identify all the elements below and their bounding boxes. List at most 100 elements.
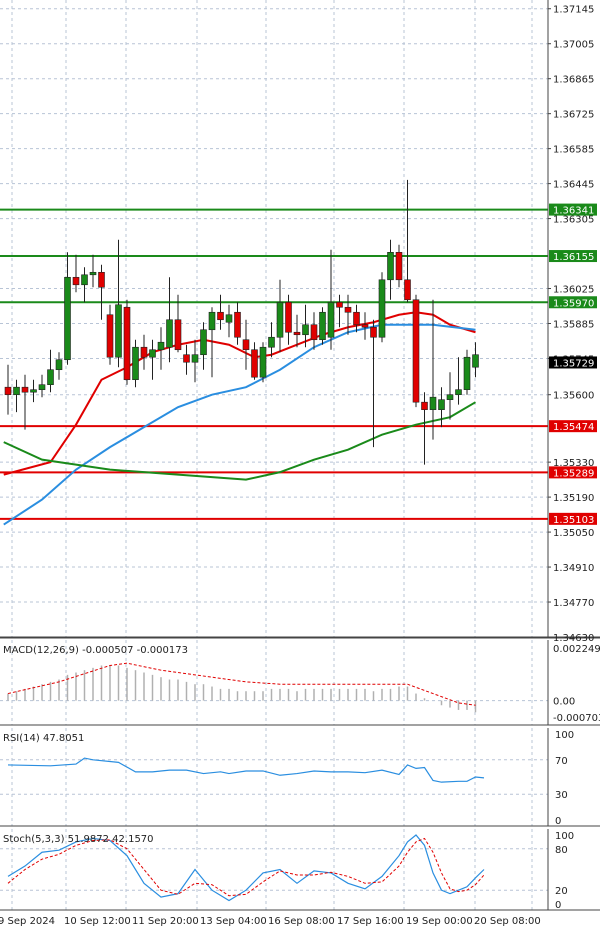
candle	[259, 342, 267, 383]
candle	[310, 312, 318, 350]
candle-body	[166, 319, 173, 348]
time-axis-label: 10 Sep 12:00	[64, 916, 131, 927]
candle	[293, 314, 301, 348]
candle	[13, 379, 20, 413]
rsi-line	[7, 757, 485, 783]
candle-body	[387, 252, 394, 281]
time-axis-label: 20 Sep 08:00	[474, 916, 541, 927]
time-axis-label: 19 Sep 00:00	[406, 916, 473, 927]
candle-body	[344, 306, 352, 313]
price-tick-label: 1.37005	[553, 40, 594, 51]
candle-body	[123, 306, 131, 381]
level-price-label: 1.35289	[553, 468, 594, 479]
price-tick-label: 1.35050	[553, 528, 594, 539]
price-axis[interactable]: 1.37145 1.37005 1.36865 1.36725 1.36585 1.364…	[548, 5, 600, 911]
candle-body	[55, 359, 63, 371]
rsi-tick-label: 70	[555, 756, 568, 767]
candle-body	[259, 346, 267, 378]
candle-body	[276, 301, 284, 338]
time-axis-label: 16 Sep 08:00	[268, 916, 335, 927]
stoch-tick-label: 80	[555, 845, 568, 856]
current-price-tag	[549, 356, 597, 369]
candle	[21, 374, 29, 430]
rsi-tick-label: 100	[555, 730, 574, 741]
candle	[115, 239, 122, 368]
candle	[98, 264, 105, 320]
candle	[72, 254, 80, 293]
candle-body	[446, 394, 454, 400]
candle	[463, 349, 471, 395]
candlesticks	[4, 179, 479, 465]
candle	[191, 339, 199, 383]
price-tick-label: 1.35885	[553, 319, 594, 330]
candle	[276, 279, 284, 353]
candle	[242, 319, 250, 370]
candle-body	[30, 389, 37, 393]
time-axis[interactable]: 9 Sep 2024 10 Sep 12:00 11 Sep 20:00 13 Sep…	[0, 916, 541, 927]
candle	[200, 322, 207, 370]
price-tick-label: 1.36025	[553, 285, 594, 296]
indicator-label: RSI(14) 47.8051	[3, 733, 84, 744]
candle	[132, 339, 139, 388]
candle	[395, 244, 403, 288]
candle	[89, 254, 97, 288]
candle-body	[200, 329, 207, 356]
price-tick-label: 1.36445	[553, 180, 594, 191]
candle-body	[336, 301, 343, 308]
candle	[55, 352, 63, 380]
level-price-tag	[549, 250, 597, 263]
candle-body	[174, 319, 182, 351]
rsi-indicator	[7, 757, 485, 783]
candle	[361, 312, 369, 340]
candle-body	[378, 279, 386, 338]
level-price-label: 1.36155	[553, 252, 594, 263]
indicator-label: Stoch(5,3,3) 51.9872 42.1570	[3, 834, 154, 845]
level-price-label: 1.36341	[553, 206, 594, 217]
candle	[404, 179, 411, 303]
candle	[251, 342, 258, 380]
price-tick-label: 1.34910	[553, 563, 594, 574]
candle	[336, 294, 343, 328]
macd-tick-label: 0.00	[553, 697, 575, 708]
candle	[421, 392, 428, 465]
candle-body	[140, 346, 148, 358]
stoch-main-line	[7, 834, 485, 902]
candle-body	[64, 276, 71, 361]
candle	[378, 272, 386, 343]
price-tick-label: 1.35330	[553, 458, 594, 469]
candle	[472, 342, 479, 378]
candle-body	[302, 324, 309, 336]
candle	[412, 294, 420, 408]
candle	[38, 374, 46, 398]
candle-body	[319, 311, 326, 341]
candle-body	[4, 386, 12, 395]
price-tick-label: 1.36865	[553, 75, 594, 86]
level-price-tag	[549, 420, 597, 433]
moving-average-green	[3, 401, 477, 481]
level-price-tag	[549, 466, 597, 479]
macd-tick-label: 0.002249	[553, 644, 600, 655]
stoch-tick-label: 20	[555, 886, 568, 897]
candle-body	[293, 331, 301, 336]
candle	[183, 344, 190, 375]
candle-body	[208, 311, 216, 331]
candle-body	[81, 274, 88, 286]
price-tick-label: 1.36305	[553, 215, 594, 226]
candle	[81, 267, 88, 303]
price-tick-label: 1.36725	[553, 110, 594, 121]
candle-body	[234, 311, 241, 338]
price-tick-label: 1.34770	[553, 598, 594, 609]
candle	[123, 299, 131, 385]
candle	[268, 322, 275, 358]
candle	[225, 304, 233, 338]
time-axis-label: 13 Sep 04:00	[200, 916, 267, 927]
candle-body	[115, 304, 122, 358]
candle-body	[89, 271, 97, 276]
candle-body	[404, 279, 411, 301]
price-tick-label: 1.34630	[553, 633, 594, 644]
candle-body	[370, 326, 377, 338]
candle-body	[13, 386, 20, 395]
candle	[387, 239, 394, 300]
